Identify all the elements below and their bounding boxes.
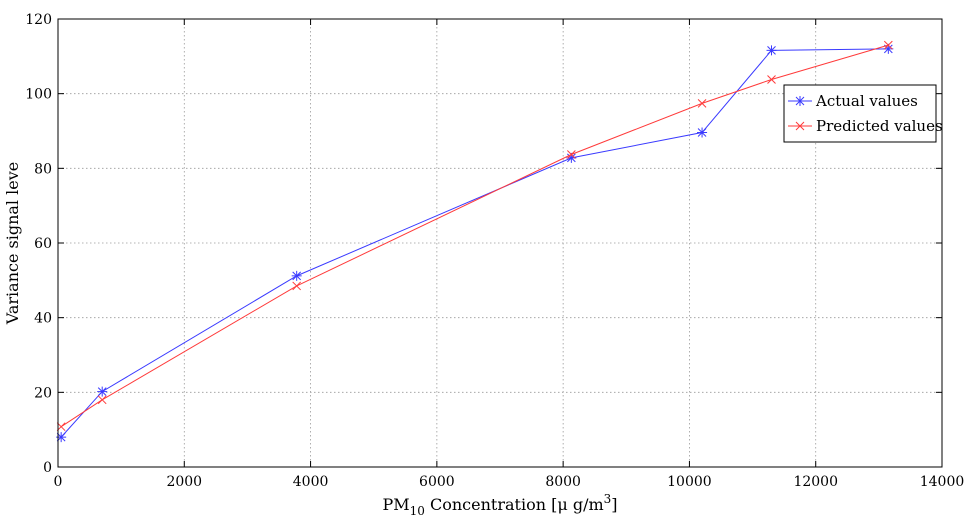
y-tick-label: 40 [34, 311, 52, 327]
x-tick-label: 12000 [793, 474, 838, 490]
x-tick-label: 14000 [920, 474, 965, 490]
x-tick-label: 10000 [667, 474, 712, 490]
legend-label: Actual values [815, 92, 918, 110]
asterisk-marker [697, 127, 708, 138]
axis-ticks: 0 2000 4000 6000 8000 10000 12000 14000 0 20 40 60 8… [25, 12, 964, 490]
x-tick-label: 4000 [293, 474, 329, 490]
asterisk-marker [795, 96, 805, 106]
x-marker [697, 99, 707, 108]
x-tick-label: 0 [54, 474, 63, 490]
series-line [60, 44, 889, 428]
y-tick-label: 120 [25, 12, 52, 28]
x-marker [883, 40, 893, 50]
x-tick-label: 6000 [419, 474, 455, 490]
y-tick-label: 60 [34, 236, 52, 252]
y-tick-label: 80 [34, 161, 52, 177]
legend: Actual values Predicted values [783, 84, 943, 143]
x-marker [566, 150, 576, 159]
legend-item: Actual values [788, 92, 918, 110]
y-tick-label: 0 [43, 460, 52, 476]
series-layer [56, 40, 894, 443]
legend-item: Predicted values [788, 117, 943, 135]
series-actual-values [56, 43, 894, 443]
x-marker [767, 75, 776, 84]
y-axis-label: Variance signal leve [3, 162, 22, 325]
asterisk-marker [291, 270, 302, 281]
x-axis-label: PM10 Concentration [μ g/m3] [382, 492, 617, 518]
x-tick-label: 2000 [166, 474, 202, 490]
asterisk-marker [766, 45, 777, 56]
legend-box [783, 84, 937, 143]
y-tick-label: 100 [25, 87, 52, 103]
x-marker [97, 395, 107, 405]
y-tick-label: 20 [34, 385, 52, 401]
legend-label: Predicted values [816, 117, 943, 135]
series-predicted-values [56, 40, 893, 432]
x-marker [292, 281, 302, 291]
asterisk-marker [97, 386, 108, 397]
x-tick-label: 8000 [545, 474, 581, 490]
x-marker [795, 121, 805, 131]
